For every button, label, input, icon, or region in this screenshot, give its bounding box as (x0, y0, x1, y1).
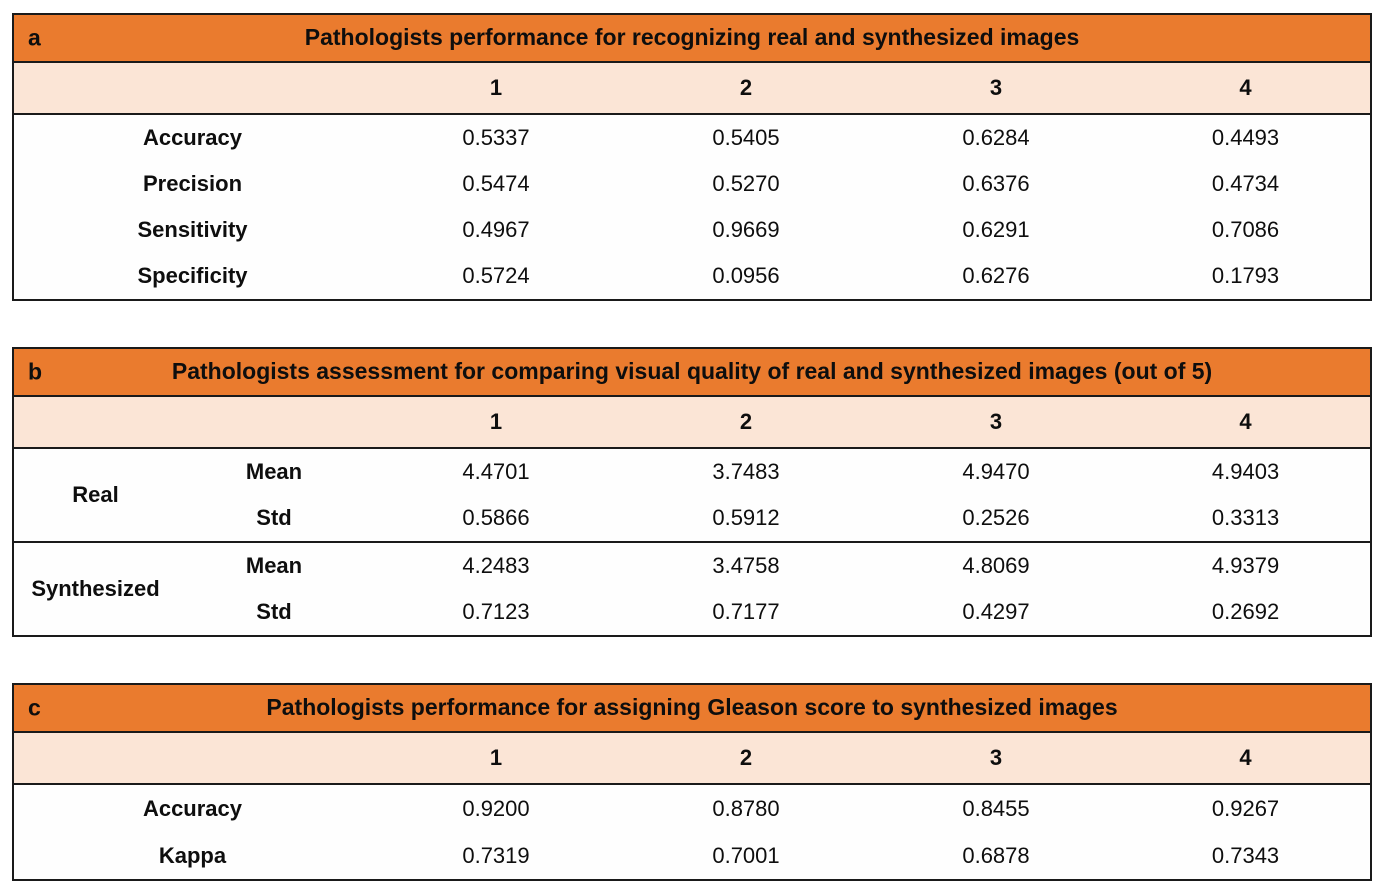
cell-value: 0.5912 (621, 495, 871, 542)
cell-value: 0.5474 (371, 161, 621, 207)
table-b-corner-cell (13, 396, 371, 449)
cell-value: 4.4701 (371, 448, 621, 495)
cell-value: 0.6276 (871, 253, 1121, 300)
table-c-header-cell: c Pathologists performance for assigning… (13, 684, 1372, 733)
cell-value: 0.5724 (371, 253, 621, 300)
table-c-col-header-3: 3 (871, 732, 1121, 785)
table-a-column-header-row: 1 2 3 4 (13, 62, 1372, 115)
row-label-accuracy: Accuracy (13, 114, 371, 161)
group-label-real: Real (13, 448, 177, 542)
table-b-column-header-row: 1 2 3 4 (13, 396, 1372, 449)
table-b-header-cell: b Pathologists assessment for comparing … (13, 348, 1372, 397)
cell-value: 0.5866 (371, 495, 621, 542)
cell-value: 0.9669 (621, 207, 871, 253)
cell-value: 0.0956 (621, 253, 871, 300)
cell-value: 0.2692 (1121, 589, 1372, 636)
table-row-synthesized-std: Std 0.7123 0.7177 0.4297 0.2692 (13, 589, 1372, 636)
table-c-header-row: c Pathologists performance for assigning… (13, 684, 1372, 733)
table-a-col-header-2: 2 (621, 62, 871, 115)
row-label-kappa: Kappa (13, 832, 371, 880)
cell-value: 4.8069 (871, 541, 1121, 589)
cell-value: 0.4493 (1121, 114, 1372, 161)
cell-value: 0.7343 (1121, 832, 1372, 880)
table-row-real-mean: Real Mean 4.4701 3.7483 4.9470 4.9403 (13, 448, 1372, 542)
stat-label-std: Std (177, 495, 371, 542)
table-row-synthesized-mean: Synthesized Mean 4.2483 3.4758 4.8069 4.… (13, 541, 1372, 636)
table-row-specificity: Specificity 0.5724 0.0956 0.6276 0.1793 (13, 253, 1372, 300)
row-label-sensitivity: Sensitivity (13, 207, 371, 253)
table-c-col-header-4: 4 (1121, 732, 1372, 785)
cell-value: 0.1793 (1121, 253, 1372, 300)
row-label-accuracy: Accuracy (13, 784, 371, 832)
table-row-accuracy: Accuracy 0.5337 0.5405 0.6284 0.4493 (13, 114, 1372, 161)
cell-value: 0.2526 (871, 495, 1121, 542)
table-b-title: Pathologists assessment for comparing vi… (171, 358, 1213, 385)
cell-value: 0.5405 (621, 114, 871, 161)
cell-value: 4.9470 (871, 448, 1121, 495)
stat-label-mean: Mean (177, 541, 371, 589)
table-c-col-header-2: 2 (621, 732, 871, 785)
table-row-real-std: Std 0.5866 0.5912 0.2526 0.3313 (13, 495, 1372, 542)
figure-panel-tables: a Pathologists performance for recognizi… (12, 13, 1373, 881)
table-row-gleason-kappa: Kappa 0.7319 0.7001 0.6878 0.7343 (13, 832, 1372, 880)
table-a-col-header-4: 4 (1121, 62, 1372, 115)
table-row-precision: Precision 0.5474 0.5270 0.6376 0.4734 (13, 161, 1372, 207)
cell-value: 0.5270 (621, 161, 871, 207)
panel-letter-a: a (28, 24, 41, 51)
table-row-gleason-accuracy: Accuracy 0.9200 0.8780 0.8455 0.9267 (13, 784, 1372, 832)
group-label-synthesized: Synthesized (13, 541, 177, 636)
stat-label-std: Std (177, 589, 371, 636)
cell-value: 0.9267 (1121, 784, 1372, 832)
table-row-sensitivity: Sensitivity 0.4967 0.9669 0.6291 0.7086 (13, 207, 1372, 253)
stat-label-mean: Mean (177, 448, 371, 495)
cell-value: 0.6284 (871, 114, 1121, 161)
cell-value: 3.7483 (621, 448, 871, 495)
cell-value: 0.7001 (621, 832, 871, 880)
cell-value: 0.8455 (871, 784, 1121, 832)
cell-value: 0.8780 (621, 784, 871, 832)
cell-value: 0.4967 (371, 207, 621, 253)
row-label-specificity: Specificity (13, 253, 371, 300)
table-a-header-row: a Pathologists performance for recognizi… (13, 14, 1372, 63)
cell-value: 4.9379 (1121, 541, 1372, 589)
table-a-recognition-performance: a Pathologists performance for recognizi… (12, 13, 1373, 301)
panel-letter-b: b (28, 358, 43, 385)
table-a-header-cell: a Pathologists performance for recognizi… (13, 14, 1372, 63)
table-c-col-header-1: 1 (371, 732, 621, 785)
cell-value: 0.9200 (371, 784, 621, 832)
cell-value: 0.7086 (1121, 207, 1372, 253)
cell-value: 0.6291 (871, 207, 1121, 253)
cell-value: 4.9403 (1121, 448, 1372, 495)
table-b-col-header-1: 1 (371, 396, 621, 449)
table-b-header-row: b Pathologists assessment for comparing … (13, 348, 1372, 397)
row-label-precision: Precision (13, 161, 371, 207)
cell-value: 0.4734 (1121, 161, 1372, 207)
table-a-corner-cell (13, 62, 371, 115)
cell-value: 0.7123 (371, 589, 621, 636)
cell-value: 0.7177 (621, 589, 871, 636)
cell-value: 3.4758 (621, 541, 871, 589)
table-a-col-header-3: 3 (871, 62, 1121, 115)
table-b-col-header-4: 4 (1121, 396, 1372, 449)
table-b-visual-quality-assessment: b Pathologists assessment for comparing … (12, 347, 1373, 637)
cell-value: 0.6376 (871, 161, 1121, 207)
table-a-col-header-1: 1 (371, 62, 621, 115)
cell-value: 0.6878 (871, 832, 1121, 880)
table-c-column-header-row: 1 2 3 4 (13, 732, 1372, 785)
cell-value: 0.5337 (371, 114, 621, 161)
cell-value: 0.4297 (871, 589, 1121, 636)
cell-value: 0.3313 (1121, 495, 1372, 542)
panel-letter-c: c (28, 694, 41, 721)
table-c-gleason-score-performance: c Pathologists performance for assigning… (12, 683, 1373, 881)
cell-value: 4.2483 (371, 541, 621, 589)
table-b-col-header-2: 2 (621, 396, 871, 449)
cell-value: 0.7319 (371, 832, 621, 880)
table-b-col-header-3: 3 (871, 396, 1121, 449)
table-a-title: Pathologists performance for recognizing… (304, 24, 1080, 51)
table-c-title: Pathologists performance for assigning G… (266, 694, 1118, 721)
table-c-corner-cell (13, 732, 371, 785)
